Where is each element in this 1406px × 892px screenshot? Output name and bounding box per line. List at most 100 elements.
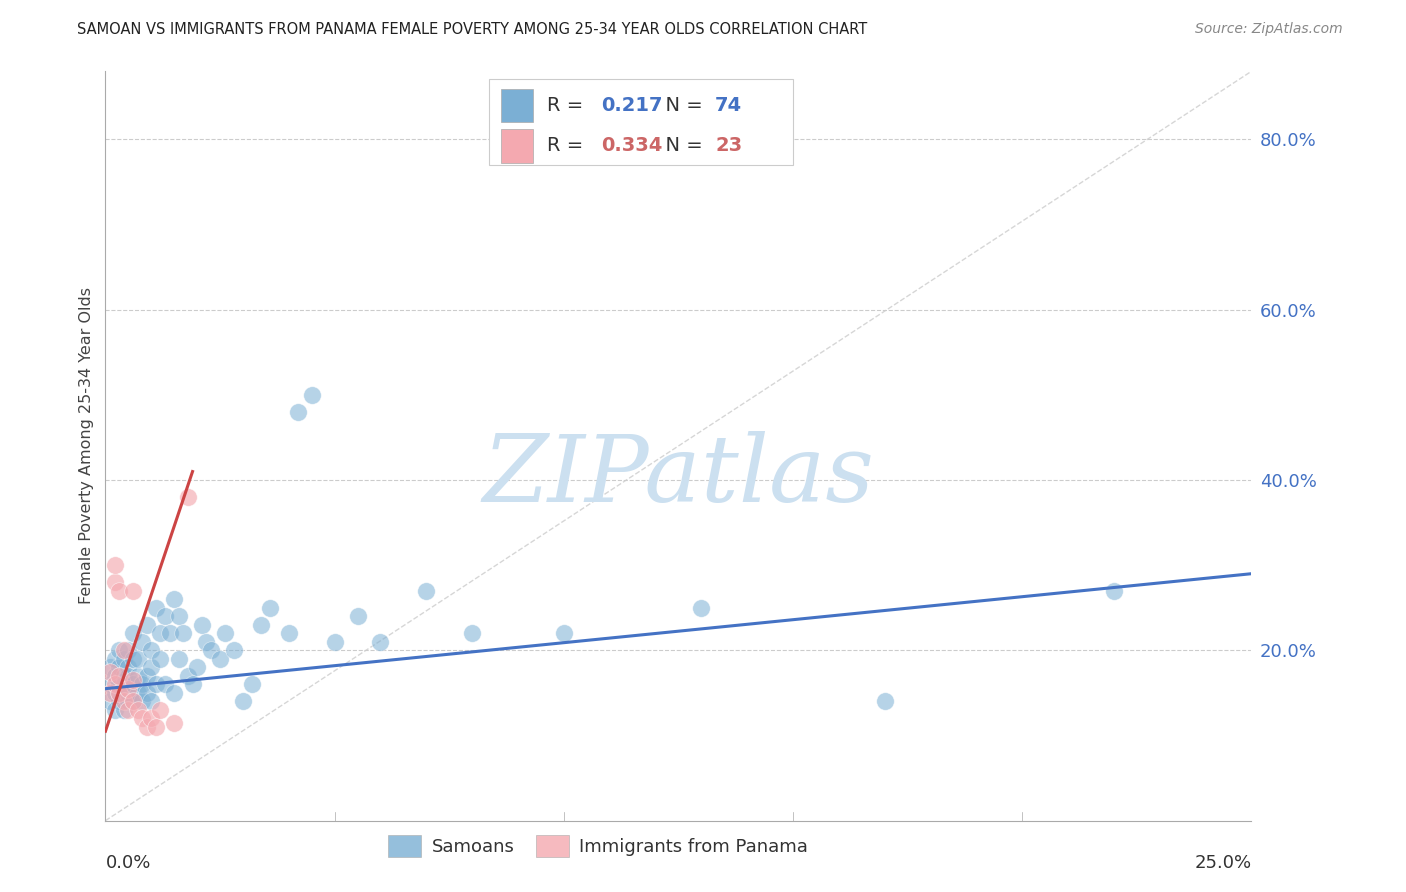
Point (163, 592, 186, 607)
Point (104, 558, 127, 573)
Point (141, 643, 163, 657)
Point (122, 673, 145, 688)
Point (117, 643, 139, 657)
Point (108, 686, 131, 700)
Point (190, 617, 212, 632)
Point (131, 677, 153, 691)
Point (117, 660, 139, 674)
Point (214, 626, 236, 640)
Point (98, 677, 121, 691)
Point (104, 686, 127, 700)
Point (122, 652, 145, 666)
Point (873, 694, 896, 708)
Point (553, 626, 575, 640)
Point (112, 694, 135, 708)
Point (240, 677, 263, 691)
Point (112, 703, 135, 717)
Text: SAMOAN VS IMMIGRANTS FROM PANAMA FEMALE POVERTY AMONG 25-34 YEAR OLDS CORRELATIO: SAMOAN VS IMMIGRANTS FROM PANAMA FEMALE … (77, 22, 868, 37)
Point (141, 694, 163, 708)
Point (141, 660, 163, 674)
Point (131, 694, 153, 708)
Point (346, 609, 368, 624)
Point (112, 643, 135, 657)
Point (323, 635, 346, 649)
Point (127, 703, 149, 717)
Point (104, 652, 127, 666)
Point (98, 665, 121, 679)
Point (370, 635, 392, 649)
Point (186, 660, 208, 674)
Point (145, 600, 167, 615)
Point (232, 694, 254, 708)
Point (104, 703, 127, 717)
Point (163, 686, 186, 700)
Text: 25.0%: 25.0% (1194, 855, 1251, 872)
Point (108, 686, 131, 700)
FancyBboxPatch shape (501, 129, 533, 163)
Point (108, 583, 131, 598)
Point (127, 686, 149, 700)
Point (145, 677, 167, 691)
Point (149, 626, 172, 640)
Text: 23: 23 (716, 136, 742, 155)
Point (177, 490, 200, 504)
Point (122, 694, 145, 708)
Point (415, 583, 437, 598)
Point (208, 652, 231, 666)
Point (149, 703, 172, 717)
Point (135, 720, 157, 734)
Point (108, 643, 131, 657)
Point (127, 669, 149, 683)
Point (98, 660, 121, 674)
Point (112, 652, 135, 666)
Point (122, 677, 145, 691)
Point (301, 388, 323, 402)
Point (177, 669, 200, 683)
Point (117, 681, 139, 696)
Point (167, 609, 190, 624)
Point (1102, 583, 1125, 598)
Point (141, 711, 163, 725)
Point (108, 677, 131, 691)
Point (135, 617, 157, 632)
Point (122, 694, 145, 708)
Point (200, 643, 222, 657)
Point (172, 626, 194, 640)
Text: N =: N = (654, 136, 709, 155)
Point (163, 715, 186, 730)
Point (277, 626, 299, 640)
Text: 74: 74 (716, 95, 742, 115)
Point (153, 677, 176, 691)
Point (195, 635, 218, 649)
Point (117, 686, 139, 700)
Point (135, 669, 157, 683)
Text: 0.0%: 0.0% (105, 855, 150, 872)
Point (98, 694, 121, 708)
Point (104, 677, 127, 691)
Point (104, 575, 127, 590)
Text: ZIPatlas: ZIPatlas (482, 431, 875, 521)
Legend: Samoans, Immigrants from Panama: Samoans, Immigrants from Panama (381, 828, 815, 864)
Text: Source: ZipAtlas.com: Source: ZipAtlas.com (1195, 22, 1343, 37)
Text: 0.334: 0.334 (602, 136, 664, 155)
Text: N =: N = (654, 95, 709, 115)
Point (690, 600, 713, 615)
Point (461, 626, 484, 640)
Text: R =: R = (547, 136, 589, 155)
Point (108, 660, 131, 674)
Point (98, 686, 121, 700)
Point (222, 643, 245, 657)
Point (112, 669, 135, 683)
Point (122, 626, 145, 640)
Point (104, 669, 127, 683)
Point (117, 703, 139, 717)
Point (131, 635, 153, 649)
Point (122, 583, 145, 598)
Point (127, 652, 149, 666)
Point (145, 720, 167, 734)
Point (181, 677, 204, 691)
Point (159, 626, 181, 640)
Text: 0.217: 0.217 (602, 95, 664, 115)
Point (167, 652, 190, 666)
Point (108, 669, 131, 683)
